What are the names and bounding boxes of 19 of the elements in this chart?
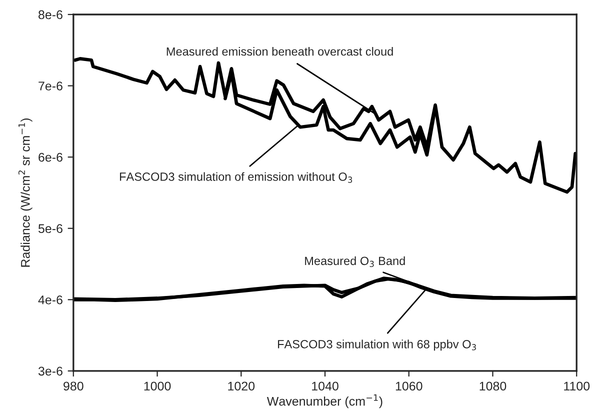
x-axis-title: Wavenumber (cm$^{−1}$)	[266, 394, 382, 408]
x-tick-label: 1040	[312, 382, 338, 391]
annotation: Measured emission beneath overcast cloud	[166, 47, 393, 56]
x-tick-label: 1080	[480, 382, 506, 391]
y-tick-label: 3e-6	[38, 366, 62, 376]
y-tick-label: 5e-6	[38, 224, 62, 234]
annotation: FASCOD3 simulation of emission without O$_{3}$	[120, 172, 352, 183]
y-axis-title: Radiance (W/cm$^{2}$ sr cm$^{−1}$)	[18, 118, 32, 267]
annotation: FASCOD3 simulation with 68 ppbv O$_{3}$	[278, 340, 476, 351]
x-tick-label: 1060	[396, 382, 422, 391]
x-tick-label: 1100	[564, 382, 590, 391]
x-tick-label: 1000	[144, 382, 171, 391]
x-tick-label: 980	[64, 382, 84, 391]
y-tick-label: 7e-6	[38, 82, 62, 90]
y-tick-label: 4e-6	[38, 295, 62, 304]
y-tick-label: 8e-6	[38, 10, 62, 20]
y-tick-label: 6e-6	[38, 152, 62, 162]
x-tick-label: 1020	[228, 382, 255, 391]
annotation: Measured O$_{3}$ Band	[305, 256, 405, 268]
